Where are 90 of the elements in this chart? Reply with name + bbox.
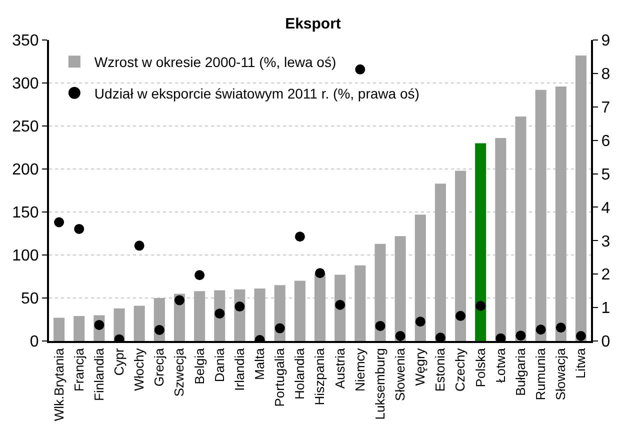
y2-tick-label: 6 <box>601 132 610 150</box>
point <box>194 270 205 280</box>
point <box>435 332 446 341</box>
x-tick-label: Wlk.Brytania <box>51 347 66 422</box>
point <box>576 330 586 341</box>
y2-tick-label: 8 <box>601 66 610 84</box>
x-tick-label: Grecja <box>152 347 167 386</box>
bar <box>314 274 326 341</box>
bar <box>434 184 446 341</box>
bar <box>394 236 406 341</box>
bar <box>374 244 386 341</box>
bar <box>74 316 85 341</box>
y-tick-label: 250 <box>12 118 39 136</box>
point <box>315 268 325 278</box>
x-tick-label: Malta <box>252 347 268 380</box>
point <box>415 316 426 327</box>
y-tick-label: 300 <box>12 76 39 93</box>
x-tick-label: Czechy <box>452 348 468 392</box>
x-tick-label: Szwecja <box>172 347 187 397</box>
x-tick-label: Finlandia <box>91 347 106 401</box>
point <box>375 320 386 331</box>
bar <box>495 138 506 341</box>
point <box>335 300 346 310</box>
x-tick-label: Austria <box>332 347 348 389</box>
chart-title: Eksport <box>285 15 341 32</box>
bar <box>54 318 65 341</box>
x-tick-label: Holandia <box>292 347 308 400</box>
x-tick-label: Belgia <box>192 347 207 384</box>
bar <box>455 170 466 341</box>
legend-label: Udział w eksporcie światowym 2011 r. (%, prawa oś) <box>94 85 420 102</box>
y2-tick-label: 9 <box>601 32 610 50</box>
y2-tick-label: 5 <box>601 166 610 184</box>
bar <box>575 55 586 341</box>
y2-tick-label: 3 <box>601 233 610 250</box>
bar <box>555 86 566 341</box>
point <box>516 330 526 341</box>
x-tick-label: Łotwa <box>492 347 508 383</box>
y-tick-label: 100 <box>12 248 39 265</box>
point <box>456 310 466 321</box>
point <box>274 323 285 334</box>
x-tick-label: Rumunia <box>533 347 548 400</box>
point <box>536 324 546 335</box>
point <box>294 232 305 242</box>
y-tick-label: 50 <box>21 290 39 308</box>
x-tick-label: Francja <box>71 347 86 392</box>
x-tick-label: Portugalia <box>272 347 288 407</box>
point <box>476 300 486 311</box>
bar <box>414 214 426 341</box>
y2-tick-label: 7 <box>601 99 610 116</box>
point <box>154 324 164 335</box>
legend-label: Wzrost w okresie 2000-11 (%, lewa oś) <box>94 54 336 70</box>
point <box>556 322 566 333</box>
x-tick-label: Węgry <box>412 348 428 386</box>
bar <box>294 280 306 341</box>
point <box>134 240 144 251</box>
point <box>174 295 184 306</box>
y-tick-label: 350 <box>12 32 39 50</box>
x-tick-label: Hiszpania <box>312 347 328 406</box>
point <box>54 217 64 228</box>
bar <box>535 90 546 341</box>
y2-tick-label: 1 <box>601 300 610 318</box>
x-tick-label: Dania <box>212 347 227 382</box>
x-tick-label: Niemcy <box>352 348 368 392</box>
bar <box>194 291 206 341</box>
x-tick-label: Słowacja <box>553 347 568 400</box>
x-tick-label: Cypr <box>111 348 126 376</box>
point <box>355 64 366 74</box>
y-tick-label: 200 <box>12 162 39 179</box>
x-tick-label: Estonia <box>432 347 448 392</box>
x-tick-label: Litwa <box>573 347 588 379</box>
point <box>234 302 245 312</box>
y2-tick-label: 4 <box>601 200 610 217</box>
bar <box>354 265 366 341</box>
x-tick-label: Luksemburg <box>372 348 388 420</box>
y2-tick-label: 0 <box>601 334 610 351</box>
x-tick-label: Włochy <box>132 348 147 391</box>
y-tick-label: 0 <box>30 334 39 351</box>
point <box>395 330 406 341</box>
y-tick-label: 150 <box>12 204 39 222</box>
bar <box>254 288 266 341</box>
x-tick-label: Bułgaria <box>512 347 528 396</box>
x-tick-label: Irlandia <box>232 347 247 391</box>
x-tick-label: Polska <box>472 347 488 388</box>
point <box>214 308 225 319</box>
bar <box>515 116 526 341</box>
point <box>74 224 84 234</box>
bar <box>475 143 486 341</box>
x-tick-label: Słowenia <box>392 347 408 401</box>
bar <box>134 306 145 341</box>
y2-tick-label: 2 <box>601 266 610 284</box>
